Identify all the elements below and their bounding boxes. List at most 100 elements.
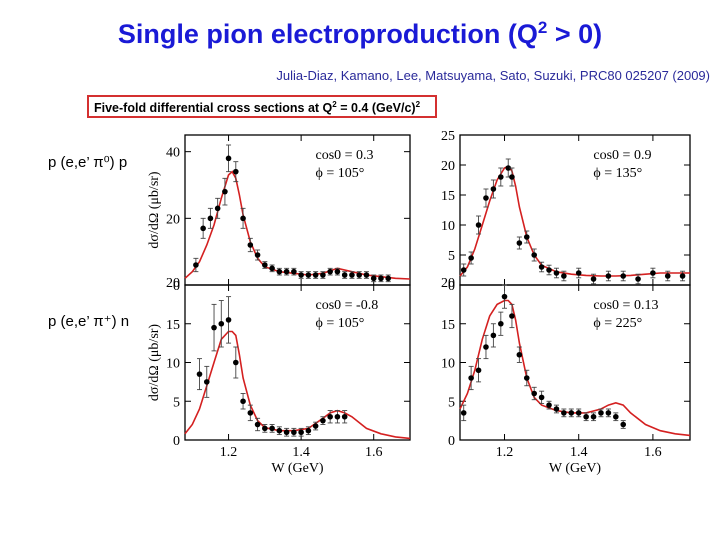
panel-top-right-data-point bbox=[468, 255, 474, 261]
panel-top-right-data-point bbox=[516, 240, 523, 246]
panel-top-left-data-point bbox=[349, 272, 355, 278]
panel-top-right-data-point bbox=[531, 252, 537, 258]
panel-top-right-data-point bbox=[490, 186, 497, 192]
panel-top-left-ytick-label: 0 bbox=[173, 279, 180, 294]
panel-top-left-data-point bbox=[320, 272, 326, 278]
panel-bottom-left-data-point bbox=[298, 429, 304, 436]
panel-bottom-right-data-point bbox=[575, 410, 582, 416]
panel-top-right-data-point bbox=[509, 174, 515, 180]
panel-top-left-data-point bbox=[247, 242, 254, 248]
panel-bottom-left-annotation: ϕ = 105° bbox=[316, 316, 365, 331]
panel-bottom-right-xtick-label: 1.4 bbox=[570, 445, 588, 460]
panel-bottom-right-data-point bbox=[538, 394, 545, 401]
panel-bottom-left-xlabel: W (GeV) bbox=[271, 461, 324, 476]
panel-top-right-annotation: cos0 = 0.9 bbox=[593, 148, 651, 163]
panel-top-left-data-point bbox=[334, 268, 341, 275]
panel-bottom-left-ytick-label: 5 bbox=[173, 395, 180, 410]
panel-top-left-ylabel: dσ/dΩ (μb/sr) bbox=[147, 171, 162, 249]
panel-bottom-right-data-point bbox=[516, 351, 523, 358]
panel-bottom-right-data-point bbox=[568, 410, 575, 416]
reference-citation: Julia-Diaz, Kamano, Lee, Matsuyama, Sato… bbox=[276, 68, 710, 83]
panel-bottom-right-data-point bbox=[523, 375, 530, 381]
panel-bottom-right-data-point bbox=[531, 390, 537, 397]
panel-bottom-right-data-point bbox=[598, 410, 604, 416]
subtitle-box: Five-fold differential cross sections at… bbox=[87, 95, 437, 118]
panel-top-left-data-point bbox=[298, 272, 304, 278]
row-label-piplus: p (e,e’ π⁺) n bbox=[48, 313, 130, 330]
panel-top-right-data-point bbox=[553, 270, 560, 276]
panel-bottom-left-data-point bbox=[327, 413, 333, 420]
panel-top-left-data-point bbox=[254, 252, 261, 258]
row-label-pi0: p (e,e’ π⁰) p bbox=[48, 154, 128, 171]
panel-bottom-left-ytick-label: 10 bbox=[166, 357, 180, 372]
panel-bottom-left-ytick-label: 15 bbox=[166, 318, 180, 333]
panel-bottom-left-data-point bbox=[225, 317, 232, 323]
panel-bottom-right-ytick-label: 15 bbox=[441, 318, 455, 333]
panel-bottom-left-data-point bbox=[305, 427, 312, 434]
panel-top-left-data-point bbox=[240, 215, 246, 222]
panel-bottom-right-ytick-label: 20 bbox=[441, 276, 455, 291]
panel-bottom-left-data-point bbox=[233, 359, 239, 366]
panel-bottom-left-data-point bbox=[196, 371, 203, 377]
panel-top-left-data-point bbox=[276, 268, 283, 275]
panel-bottom-left-data-point bbox=[320, 417, 326, 424]
panel-bottom-left-ylabel: dσ/dΩ (μb/sr) bbox=[147, 324, 162, 402]
panel-bottom-left-data-point bbox=[341, 413, 348, 420]
panel-bottom-right-data-point bbox=[561, 410, 567, 416]
panel-top-left-data-point bbox=[222, 188, 228, 195]
panel-bottom-left-data-point bbox=[276, 427, 283, 434]
panel-bottom-right-data-point bbox=[483, 344, 489, 350]
panel-top-left-data-point bbox=[312, 272, 319, 278]
panel-top-left-data-point bbox=[200, 225, 206, 232]
panel-bottom-left-data-point bbox=[291, 429, 297, 436]
panel-bottom-right-xtick-label: 1.2 bbox=[496, 445, 513, 460]
panel-bottom-right-data-point bbox=[620, 421, 627, 428]
panel-top-right-data-point bbox=[620, 273, 627, 279]
panel-bottom-left-data-point bbox=[247, 410, 254, 416]
panel-top-left-ytick-label: 40 bbox=[166, 146, 180, 161]
panel-bottom-left-ytick-label: 0 bbox=[173, 434, 180, 449]
panel-bottom-left-data-point bbox=[240, 398, 246, 405]
panel-bottom-right-data-point bbox=[546, 402, 552, 408]
panel-top-right-ytick-label: 5 bbox=[448, 249, 455, 264]
panel-top-left-data-point bbox=[233, 168, 239, 175]
panel-bottom-right-ytick-label: 0 bbox=[448, 434, 455, 449]
panel-top-right-annotation: ϕ = 135° bbox=[593, 166, 642, 181]
panel-bottom-right-data-point bbox=[613, 413, 619, 420]
panel-top-right-ytick-label: 15 bbox=[441, 189, 455, 204]
panel-top-left-data-point bbox=[356, 272, 362, 278]
panel-top-left-data-point bbox=[225, 155, 232, 162]
panel-bottom-left-data-point bbox=[218, 320, 225, 327]
panel-bottom-left-ytick-label: 20 bbox=[166, 276, 180, 291]
panel-top-right-data-point bbox=[498, 174, 504, 180]
panel-top-right-data-point bbox=[575, 270, 582, 276]
panel-top-left-data-point bbox=[370, 275, 377, 282]
panel-bottom-left-xtick-label: 1.6 bbox=[365, 445, 383, 460]
panel-bottom-left-data-point bbox=[262, 425, 268, 432]
panel-top-right-data-point bbox=[460, 267, 467, 273]
panel-top-right-data-point bbox=[505, 165, 512, 171]
panel-top-left-data-point bbox=[207, 215, 214, 222]
panel-top-left-annotation: ϕ = 105° bbox=[316, 166, 365, 181]
panel-bottom-left-theory-curve bbox=[184, 330, 411, 440]
panel-bottom-right-ytick-label: 5 bbox=[448, 395, 455, 410]
panel-top-right-data-point bbox=[475, 222, 482, 228]
panel-top-right-ytick-label: 20 bbox=[441, 159, 455, 174]
panel-top-left-data-point bbox=[341, 272, 348, 278]
panel-bottom-right-xlabel: W (GeV) bbox=[549, 461, 602, 476]
panel-top-left-data-point bbox=[291, 268, 297, 275]
panel-bottom-left-data-point bbox=[211, 324, 217, 331]
panel-bottom-right-data-point bbox=[501, 293, 508, 300]
panel-top-right-data-point bbox=[590, 276, 597, 282]
panel-top-right-data-point bbox=[650, 270, 656, 276]
panel-bottom-left-data-point bbox=[283, 429, 290, 436]
page-title: Single pion electroproduction (Q2 > 0) bbox=[117, 18, 603, 49]
panel-top-right-data-point bbox=[546, 267, 552, 273]
panel-top-left-data-point bbox=[327, 268, 333, 275]
panel-top-right-data-point bbox=[483, 195, 489, 201]
panel-bottom-left-data-point bbox=[312, 423, 319, 429]
panel-top-right-frame bbox=[459, 134, 691, 286]
panel-bottom-right-data-point bbox=[460, 410, 467, 416]
panel-top-left-data-point bbox=[385, 275, 392, 282]
